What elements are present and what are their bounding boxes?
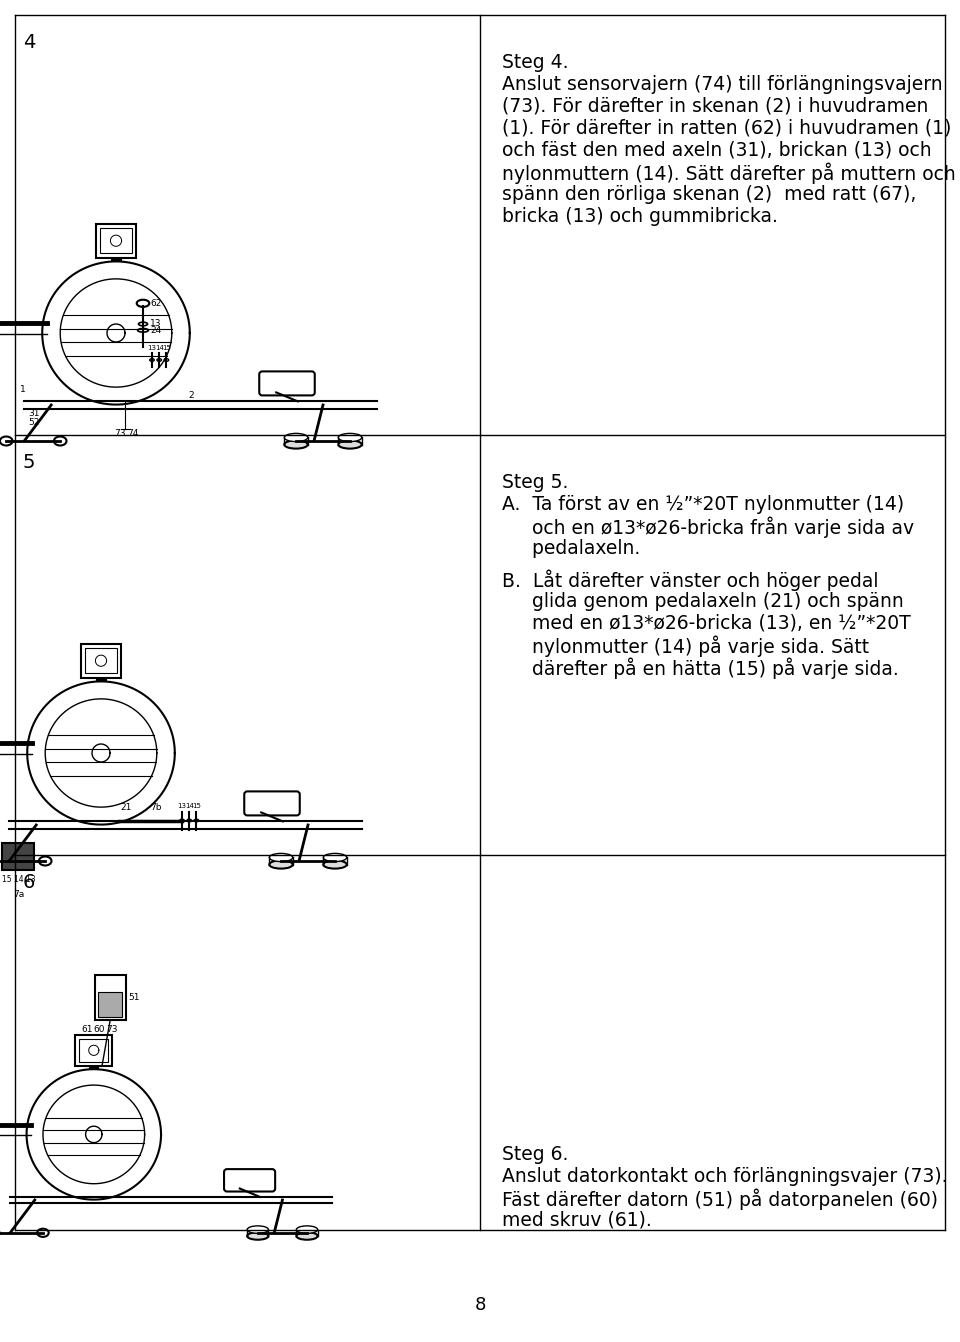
Ellipse shape (164, 358, 169, 361)
Text: 14: 14 (155, 345, 163, 352)
Text: 13: 13 (150, 319, 161, 329)
Text: 13: 13 (148, 345, 156, 352)
Text: Steg 5.: Steg 5. (502, 472, 568, 493)
Text: 51: 51 (129, 993, 140, 1002)
Text: bricka (13) och gummibricka.: bricka (13) och gummibricka. (502, 207, 778, 225)
Ellipse shape (324, 854, 347, 862)
Text: 31: 31 (29, 409, 40, 417)
Ellipse shape (136, 299, 150, 307)
Text: med skruv (61).: med skruv (61). (502, 1210, 652, 1231)
Bar (95, 974, 126, 1020)
Text: därefter på en hätta (15) på varje sida.: därefter på en hätta (15) på varje sida. (502, 658, 899, 679)
Text: 15: 15 (192, 803, 201, 809)
Ellipse shape (338, 440, 362, 448)
Text: med en ø13*ø26-bricka (13), en ½”*20T: med en ø13*ø26-bricka (13), en ½”*20T (502, 613, 911, 633)
Text: 13: 13 (178, 803, 186, 809)
Ellipse shape (270, 860, 293, 868)
Text: och fäst den med axeln (31), brickan (13) och: och fäst den med axeln (31), brickan (13… (502, 141, 931, 160)
Text: spänn den rörliga skenan (2)  med ratt (67),: spänn den rörliga skenan (2) med ratt (6… (502, 185, 917, 204)
Ellipse shape (338, 433, 362, 442)
Bar (100, 228, 132, 254)
Text: Steg 6.: Steg 6. (502, 1145, 568, 1164)
Ellipse shape (37, 1229, 49, 1237)
Bar (98, 992, 123, 1017)
Ellipse shape (137, 329, 149, 331)
Ellipse shape (156, 358, 161, 361)
Text: 73: 73 (107, 1025, 117, 1035)
Text: 8: 8 (474, 1296, 486, 1314)
Ellipse shape (39, 856, 52, 866)
Bar (75, 1035, 112, 1066)
Ellipse shape (54, 436, 66, 446)
Text: 6: 6 (23, 874, 36, 892)
Text: 73: 73 (114, 429, 126, 439)
Ellipse shape (0, 436, 12, 446)
Ellipse shape (324, 860, 347, 868)
Ellipse shape (284, 440, 308, 448)
Bar (80, 1039, 108, 1062)
Ellipse shape (150, 358, 155, 361)
Text: Fäst därefter datorn (51) på datorpanelen (60): Fäst därefter datorn (51) på datorpanele… (502, 1189, 938, 1210)
Ellipse shape (180, 819, 184, 821)
Text: glida genom pedalaxeln (21) och spänn: glida genom pedalaxeln (21) och spänn (502, 592, 903, 611)
Text: 14: 14 (184, 803, 194, 809)
Text: Anslut datorkontakt och förlängningsvajer (73).: Anslut datorkontakt och förlängningsvaje… (502, 1168, 948, 1186)
Ellipse shape (270, 854, 293, 862)
Text: 2: 2 (188, 391, 194, 400)
Text: och en ø13*ø26-bricka från varje sida av: och en ø13*ø26-bricka från varje sida av (502, 517, 914, 538)
Ellipse shape (297, 1225, 318, 1233)
Text: 74: 74 (127, 429, 138, 439)
Ellipse shape (284, 433, 308, 442)
Text: 52: 52 (29, 417, 40, 427)
Text: 7b: 7b (151, 803, 162, 812)
Text: 5: 5 (23, 454, 36, 472)
Text: (73). För därefter in skenan (2) i huvudramen: (73). För därefter in skenan (2) i huvud… (502, 97, 928, 115)
Text: nylonmutter (14) på varje sida. Sätt: nylonmutter (14) på varje sida. Sätt (502, 636, 869, 658)
Text: pedalaxeln.: pedalaxeln. (502, 539, 640, 558)
Bar (81, 644, 121, 678)
FancyBboxPatch shape (224, 1169, 276, 1192)
Ellipse shape (194, 819, 199, 821)
Ellipse shape (138, 322, 148, 326)
Text: 1: 1 (20, 385, 26, 393)
Text: nylonmuttern (14). Sätt därefter på muttern och: nylonmuttern (14). Sätt därefter på mutt… (502, 162, 956, 184)
Text: B.  Låt därefter vänster och höger pedal: B. Låt därefter vänster och höger pedal (502, 570, 878, 592)
Ellipse shape (297, 1232, 318, 1240)
Text: 60: 60 (94, 1025, 106, 1035)
Ellipse shape (247, 1225, 269, 1233)
Text: 15: 15 (162, 345, 171, 352)
Text: 7a: 7a (13, 890, 25, 899)
Text: 4: 4 (23, 34, 36, 52)
Bar (2, 843, 35, 870)
Bar (96, 224, 136, 258)
Text: 21: 21 (121, 803, 132, 812)
Text: Anslut sensorvajern (74) till förlängningsvajern: Anslut sensorvajern (74) till förlängnin… (502, 75, 943, 94)
FancyBboxPatch shape (259, 372, 315, 396)
Ellipse shape (247, 1232, 269, 1240)
Text: A.  Ta först av en ½”*20T nylonmutter (14): A. Ta först av en ½”*20T nylonmutter (14… (502, 495, 904, 514)
Text: 62: 62 (150, 299, 161, 307)
Text: 61: 61 (82, 1025, 93, 1035)
FancyBboxPatch shape (244, 792, 300, 816)
Text: (1). För därefter in ratten (62) i huvudramen (1): (1). För därefter in ratten (62) i huvud… (502, 119, 951, 138)
Text: 15 14 13: 15 14 13 (2, 875, 36, 883)
Bar (85, 648, 117, 674)
Text: Steg 4.: Steg 4. (502, 52, 568, 72)
Ellipse shape (187, 819, 191, 821)
Text: 24: 24 (150, 326, 161, 334)
